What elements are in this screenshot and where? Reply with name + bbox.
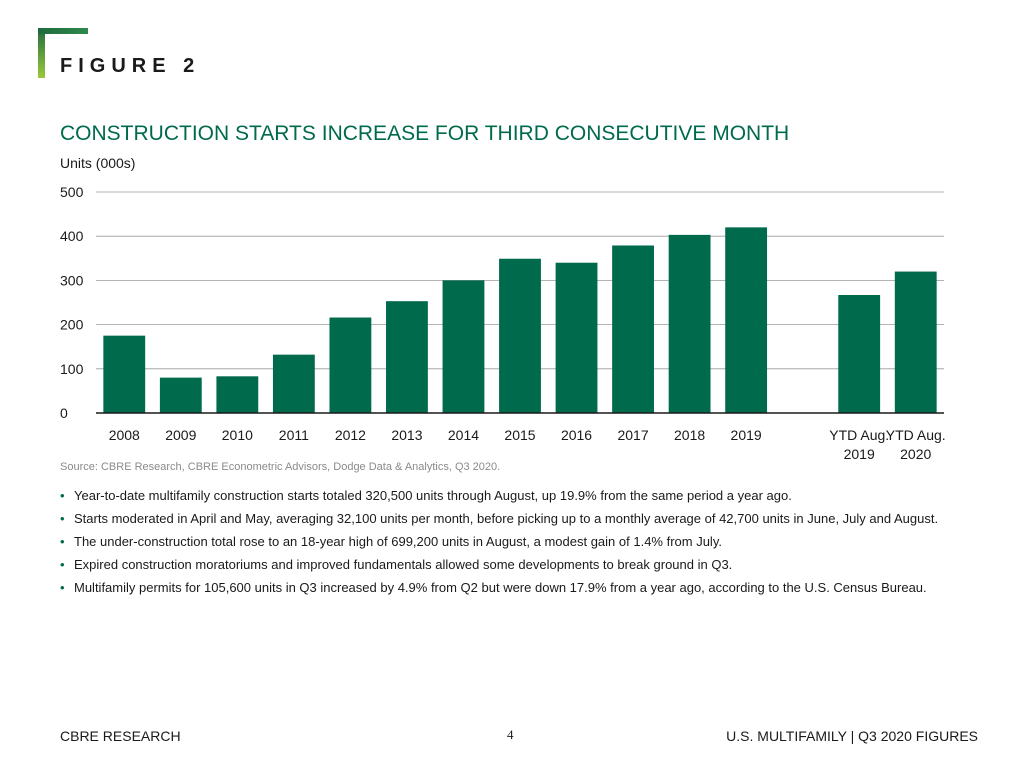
bullet-item: Starts moderated in April and May, avera… [60, 510, 960, 527]
bullet-item: Expired construction moratoriums and imp… [60, 556, 960, 573]
x-tick-label: YTD Aug. [829, 427, 889, 443]
y-tick-label: 400 [60, 228, 84, 244]
footer-brand: CBRE RESEARCH [60, 728, 181, 744]
y-tick-label: 0 [60, 405, 68, 421]
x-tick-label: 2011 [279, 427, 309, 443]
bar [668, 234, 711, 413]
x-tick-label: 2017 [617, 427, 648, 443]
x-tick-label: 2013 [391, 427, 422, 443]
bar [894, 271, 937, 413]
x-tick-label: 2016 [561, 427, 592, 443]
source-note: Source: CBRE Research, CBRE Econometric … [60, 461, 501, 473]
y-tick-label: 500 [60, 184, 84, 200]
bar [272, 354, 315, 413]
x-tick-label: 2015 [504, 427, 535, 443]
bar-chart: 0 100 200 300 400 500 2008 2009 2010 2011 2012 2013… [60, 184, 946, 462]
x-tick-label: 2008 [109, 427, 140, 443]
y-tick-label: 300 [60, 272, 84, 288]
y-axis-label: Units (000s) [60, 155, 136, 171]
bullet-item: The under-construction total rose to an … [60, 533, 960, 550]
bar [725, 227, 768, 413]
footer-report-title: U.S. MULTIFAMILY | Q3 2020 FIGURES [726, 728, 978, 744]
x-tick-label: 2012 [335, 427, 366, 443]
corner-accent-horizontal [38, 28, 88, 34]
bar [612, 245, 654, 413]
x-tick-label: 2019 [731, 427, 762, 443]
x-tick-label: 2018 [674, 427, 705, 443]
x-tick-label: YTD Aug. [886, 427, 946, 443]
x-tick-label: 2010 [222, 427, 253, 443]
x-tick-label: 2014 [448, 427, 479, 443]
x-tick-label: 2009 [165, 427, 196, 443]
bar [555, 262, 598, 413]
bar [386, 301, 428, 413]
bullet-item: Multifamily permits for 105,600 units in… [60, 579, 960, 596]
bar [442, 280, 485, 413]
bar [499, 258, 541, 413]
corner-accent-vertical [38, 28, 45, 78]
y-tick-label: 200 [60, 317, 84, 333]
y-tick-label: 100 [60, 361, 84, 377]
bullet-item: Year-to-date multifamily construction st… [60, 487, 960, 504]
x-tick-label: 2019 [844, 446, 875, 462]
bar [329, 317, 372, 413]
x-tick-label: 2020 [900, 446, 931, 462]
bar [159, 377, 202, 413]
bar [838, 294, 881, 413]
bullet-list: Year-to-date multifamily construction st… [60, 487, 960, 602]
figure-label: FIGURE 2 [60, 55, 201, 77]
chart-title: CONSTRUCTION STARTS INCREASE FOR THIRD C… [60, 122, 790, 145]
page-number: 4 [507, 727, 514, 742]
bar [103, 335, 146, 413]
bar [216, 376, 259, 413]
